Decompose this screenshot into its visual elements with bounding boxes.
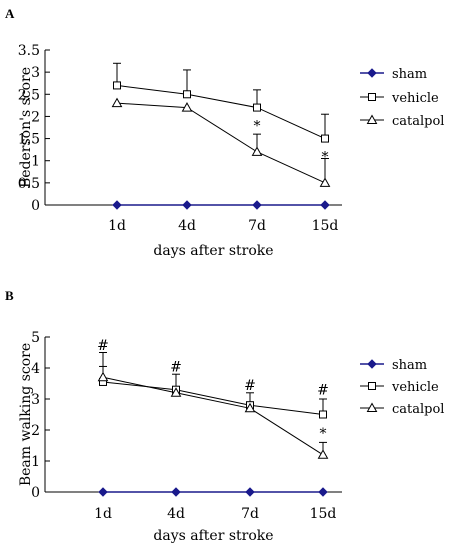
x-axis-title: days after stroke: [153, 243, 273, 259]
point-sham: [98, 487, 108, 497]
point-sham: [245, 487, 255, 497]
point-vehicle: [253, 103, 261, 112]
x-axis-title: days after stroke: [153, 528, 273, 544]
point-catalpol: [251, 146, 263, 156]
legend-marker-vehicle: [368, 382, 376, 390]
significance-mark: #: [170, 359, 182, 375]
series-line-vehicle: [102, 381, 324, 415]
y-tick-label: 1: [31, 154, 40, 170]
point-sham: [171, 487, 181, 497]
point-catalpol: [319, 177, 331, 187]
x-tick-label: 4d: [167, 506, 185, 522]
legend-label-sham: sham: [392, 358, 427, 373]
point-catalpol: [111, 97, 123, 108]
point-catalpol: [181, 102, 193, 112]
legend-marker-catalpol: [366, 402, 378, 412]
point-vehicle: [183, 90, 191, 99]
y-tick-label: 3: [31, 392, 40, 408]
point-catalpol: [170, 387, 182, 397]
significance-mark: *: [322, 149, 329, 165]
legend-marker-catalpol: [366, 114, 378, 124]
series-line-catalpol: [102, 376, 324, 456]
point-vehicle: [319, 410, 327, 419]
y-tick-label: 4: [31, 361, 40, 377]
significance-mark: #: [244, 378, 256, 394]
y-tick-label: 5: [31, 330, 40, 346]
point-sham: [182, 200, 192, 210]
legend-label-sham: sham: [392, 67, 427, 82]
point-vehicle: [113, 81, 121, 90]
series-line-catalpol: [116, 102, 326, 184]
legend-label-vehicle: vehicle: [391, 91, 439, 106]
series-line-vehicle: [116, 84, 326, 140]
significance-mark: #: [317, 383, 329, 399]
y-tick-label: 1: [31, 454, 40, 470]
y-axis-title: Beam walking score: [18, 343, 34, 486]
x-tick-label: 1d: [94, 506, 112, 522]
y-tick-label: 2.5: [18, 87, 40, 103]
point-sham: [318, 487, 328, 497]
y-tick-label: 3: [31, 65, 40, 81]
y-tick-label: 1.5: [18, 132, 40, 148]
y-tick-label: 0: [31, 485, 40, 501]
panel-letter: B: [5, 288, 14, 303]
point-catalpol: [244, 402, 256, 413]
panel-letter: A: [5, 6, 15, 21]
y-tick-label: 3.5: [18, 43, 40, 59]
y-tick-label: 0: [31, 198, 40, 214]
point-vehicle: [321, 134, 329, 143]
point-catalpol: [317, 449, 329, 459]
point-sham: [112, 200, 122, 210]
x-tick-label: 4d: [178, 218, 196, 234]
legend-marker-sham: [367, 359, 377, 369]
point-sham: [320, 200, 330, 210]
x-tick-label: 1d: [108, 218, 126, 234]
point-sham: [252, 200, 262, 210]
significance-mark: *: [254, 118, 261, 134]
legend-marker-sham: [367, 68, 377, 78]
legend-label-vehicle: vehicle: [391, 380, 439, 395]
x-tick-label: 7d: [248, 218, 266, 234]
x-tick-label: 15d: [310, 506, 337, 522]
point-catalpol: [97, 371, 109, 382]
x-tick-label: 15d: [312, 218, 339, 234]
significance-mark: #: [97, 338, 109, 354]
legend-marker-vehicle: [368, 93, 376, 101]
y-tick-label: 0.5: [18, 176, 40, 192]
y-axis-title: Bederson's score: [18, 67, 34, 188]
legend-label-catalpol: catalpol: [392, 114, 444, 129]
y-tick-label: 2: [31, 423, 40, 439]
y-tick-label: 2: [31, 109, 40, 125]
legend-label-catalpol: catalpol: [392, 402, 444, 417]
significance-mark: *: [320, 426, 327, 442]
x-tick-label: 7d: [241, 506, 259, 522]
